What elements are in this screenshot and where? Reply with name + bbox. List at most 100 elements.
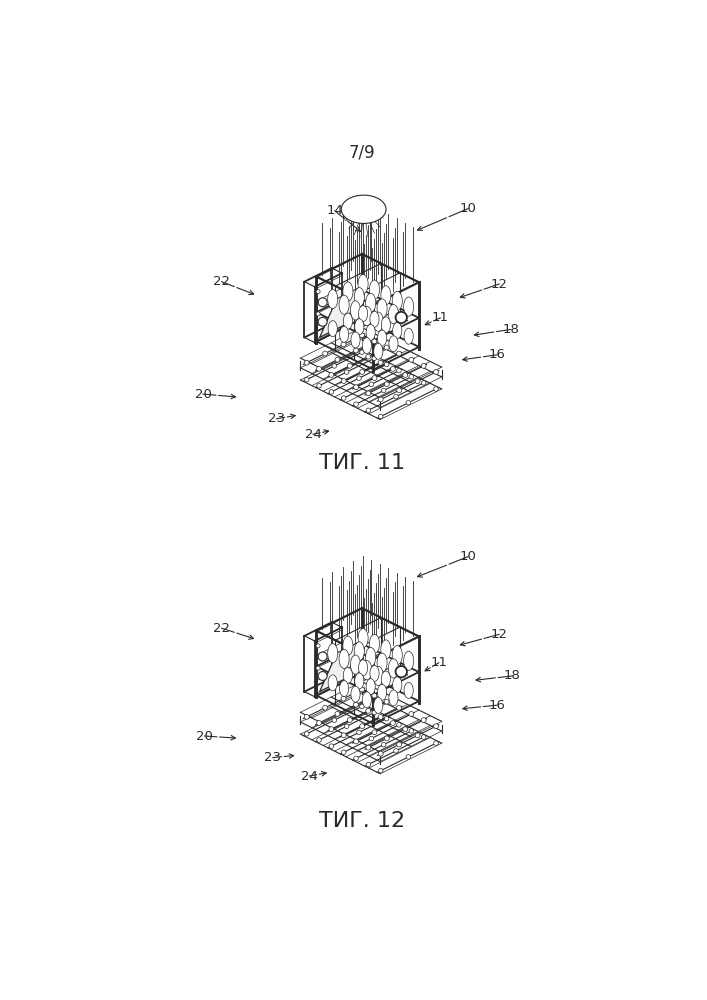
Circle shape <box>394 394 398 399</box>
Circle shape <box>354 385 358 390</box>
Circle shape <box>409 374 414 379</box>
Circle shape <box>372 710 377 715</box>
Circle shape <box>433 370 438 374</box>
Circle shape <box>317 366 322 371</box>
Text: 11: 11 <box>432 311 449 324</box>
Ellipse shape <box>388 659 399 678</box>
Circle shape <box>322 705 327 710</box>
Ellipse shape <box>392 646 402 665</box>
Ellipse shape <box>351 332 360 348</box>
Ellipse shape <box>381 640 391 659</box>
Circle shape <box>360 370 365 374</box>
Circle shape <box>335 711 340 716</box>
Circle shape <box>433 724 438 729</box>
Ellipse shape <box>328 675 337 691</box>
Text: 18: 18 <box>502 323 519 336</box>
Ellipse shape <box>354 288 364 307</box>
Ellipse shape <box>358 629 368 648</box>
Circle shape <box>332 718 337 722</box>
Ellipse shape <box>327 644 338 663</box>
Ellipse shape <box>404 651 414 670</box>
Polygon shape <box>320 286 362 337</box>
Text: 24: 24 <box>305 428 322 441</box>
Ellipse shape <box>366 324 375 340</box>
Ellipse shape <box>351 655 361 674</box>
Ellipse shape <box>358 660 368 676</box>
Circle shape <box>357 730 361 735</box>
Polygon shape <box>320 641 362 691</box>
Ellipse shape <box>344 313 353 329</box>
Circle shape <box>421 718 426 723</box>
Ellipse shape <box>354 642 364 661</box>
Text: 23: 23 <box>268 412 285 425</box>
Ellipse shape <box>377 653 387 672</box>
Circle shape <box>329 727 334 732</box>
Ellipse shape <box>366 293 375 312</box>
Circle shape <box>421 381 426 385</box>
Text: ΤИГ. 11: ΤИГ. 11 <box>319 453 405 473</box>
Ellipse shape <box>404 328 413 344</box>
Circle shape <box>397 723 402 727</box>
Circle shape <box>332 364 337 368</box>
Ellipse shape <box>389 336 398 352</box>
Circle shape <box>316 666 320 670</box>
Circle shape <box>344 724 349 729</box>
Circle shape <box>372 339 377 344</box>
Ellipse shape <box>339 295 349 314</box>
Circle shape <box>316 312 320 316</box>
Ellipse shape <box>366 679 375 695</box>
Circle shape <box>316 644 320 648</box>
Circle shape <box>381 742 386 747</box>
Circle shape <box>304 714 309 719</box>
Circle shape <box>341 733 346 738</box>
Circle shape <box>415 733 420 738</box>
Circle shape <box>359 687 364 692</box>
Circle shape <box>366 408 370 413</box>
Circle shape <box>318 317 327 326</box>
Circle shape <box>329 744 334 748</box>
Circle shape <box>366 354 370 359</box>
Text: 7/9: 7/9 <box>349 143 375 161</box>
Circle shape <box>322 351 327 356</box>
Ellipse shape <box>358 274 368 294</box>
Circle shape <box>385 362 389 367</box>
Ellipse shape <box>355 319 364 335</box>
Circle shape <box>415 379 420 384</box>
Text: 10: 10 <box>460 202 477 215</box>
Circle shape <box>360 724 365 729</box>
Ellipse shape <box>362 306 372 326</box>
Circle shape <box>403 373 408 377</box>
Ellipse shape <box>389 690 398 706</box>
Ellipse shape <box>328 321 337 337</box>
Circle shape <box>354 739 358 744</box>
Text: 10: 10 <box>460 550 477 563</box>
Circle shape <box>357 376 361 380</box>
Circle shape <box>378 751 383 756</box>
Circle shape <box>317 738 321 742</box>
Ellipse shape <box>373 666 383 686</box>
Circle shape <box>347 363 352 368</box>
Circle shape <box>366 762 370 767</box>
Circle shape <box>406 400 411 405</box>
Circle shape <box>372 356 377 361</box>
Text: 22: 22 <box>214 275 230 288</box>
Circle shape <box>366 745 371 750</box>
Ellipse shape <box>343 636 353 655</box>
Text: 20: 20 <box>196 730 213 742</box>
Circle shape <box>341 342 346 347</box>
Circle shape <box>366 391 371 396</box>
Circle shape <box>378 715 383 719</box>
Circle shape <box>390 721 395 726</box>
Circle shape <box>341 379 346 384</box>
Circle shape <box>329 390 334 394</box>
Ellipse shape <box>381 317 390 333</box>
Circle shape <box>385 716 389 721</box>
Circle shape <box>397 351 402 356</box>
Text: 16: 16 <box>489 699 506 712</box>
Ellipse shape <box>378 684 387 700</box>
Circle shape <box>395 312 407 323</box>
Ellipse shape <box>339 681 349 697</box>
Circle shape <box>317 721 322 725</box>
Circle shape <box>318 672 327 680</box>
Text: ΤИГ. 12: ΤИГ. 12 <box>319 811 405 831</box>
